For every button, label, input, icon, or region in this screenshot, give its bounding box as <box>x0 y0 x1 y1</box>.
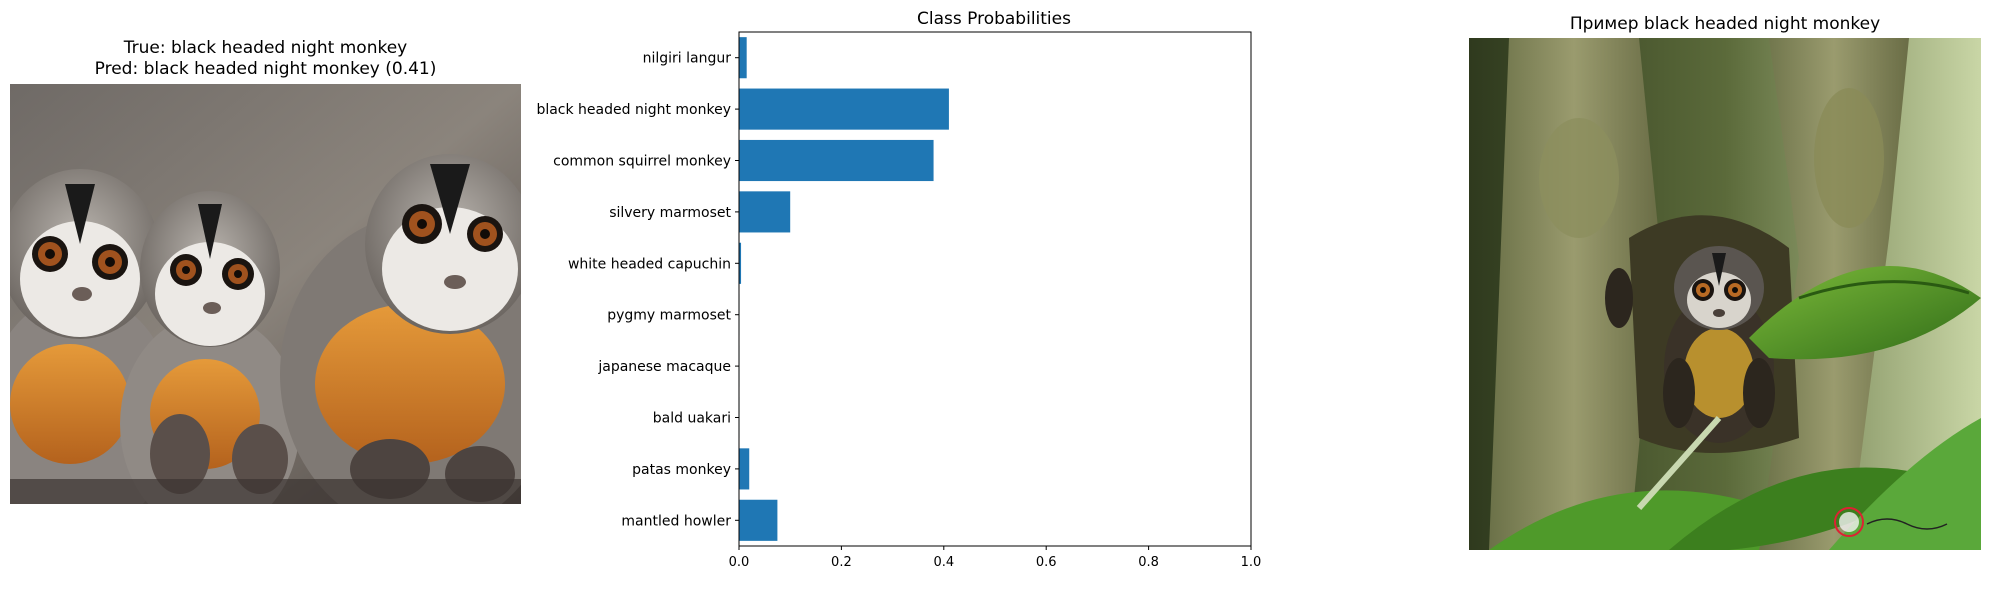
bar-patas-monkey <box>739 448 750 490</box>
x-tick-label: 0.6 <box>1036 555 1057 570</box>
category-labels: nilgiri langur black headed night monkey c… <box>536 51 739 529</box>
x-tick-label: 0.8 <box>1138 555 1159 570</box>
category-label: patas monkey <box>632 462 731 478</box>
x-axis-ticks: 0.0 0.2 0.4 0.6 0.8 1.0 <box>729 546 1262 570</box>
right-panel-title: Пример black headed night monkey <box>1569 14 1881 34</box>
x-tick-label: 0.2 <box>831 555 852 570</box>
bar-common-squirrel-monkey <box>739 139 934 182</box>
category-label: japanese macaque <box>597 359 731 375</box>
category-label: mantled howler <box>621 513 731 529</box>
chart-title: Class Probabilities <box>917 9 1071 29</box>
x-tick-label: 0.4 <box>933 555 954 570</box>
input-monkey-photo <box>10 84 521 504</box>
true-label: True: black headed night monkey <box>123 38 408 58</box>
left-panel-title: True: black headed night monkey Pred: bl… <box>10 38 521 80</box>
bar-silvery-marmoset <box>739 191 791 233</box>
x-tick-label: 0.0 <box>729 555 750 570</box>
category-label: nilgiri langur <box>643 51 732 67</box>
bar-white-headed-capuchin <box>739 242 742 284</box>
example-monkey-photo <box>1469 38 1981 550</box>
bars-layer <box>739 37 949 541</box>
plot-frame <box>738 31 1252 547</box>
category-label: bald uakari <box>653 411 731 427</box>
bar-nilgiri-langur <box>739 37 747 79</box>
category-label: black headed night monkey <box>536 102 731 118</box>
pred-label: Pred: black headed night monkey (0.41) <box>94 59 437 79</box>
bar-black-headed-night-monkey <box>739 88 949 130</box>
x-tick-label: 1.0 <box>1241 555 1262 570</box>
category-label: common squirrel monkey <box>553 154 731 170</box>
category-label: pygmy marmoset <box>607 308 731 324</box>
bar-mantled-howler <box>739 499 778 541</box>
category-label: white headed capuchin <box>568 256 731 272</box>
category-label: silvery marmoset <box>609 205 731 221</box>
